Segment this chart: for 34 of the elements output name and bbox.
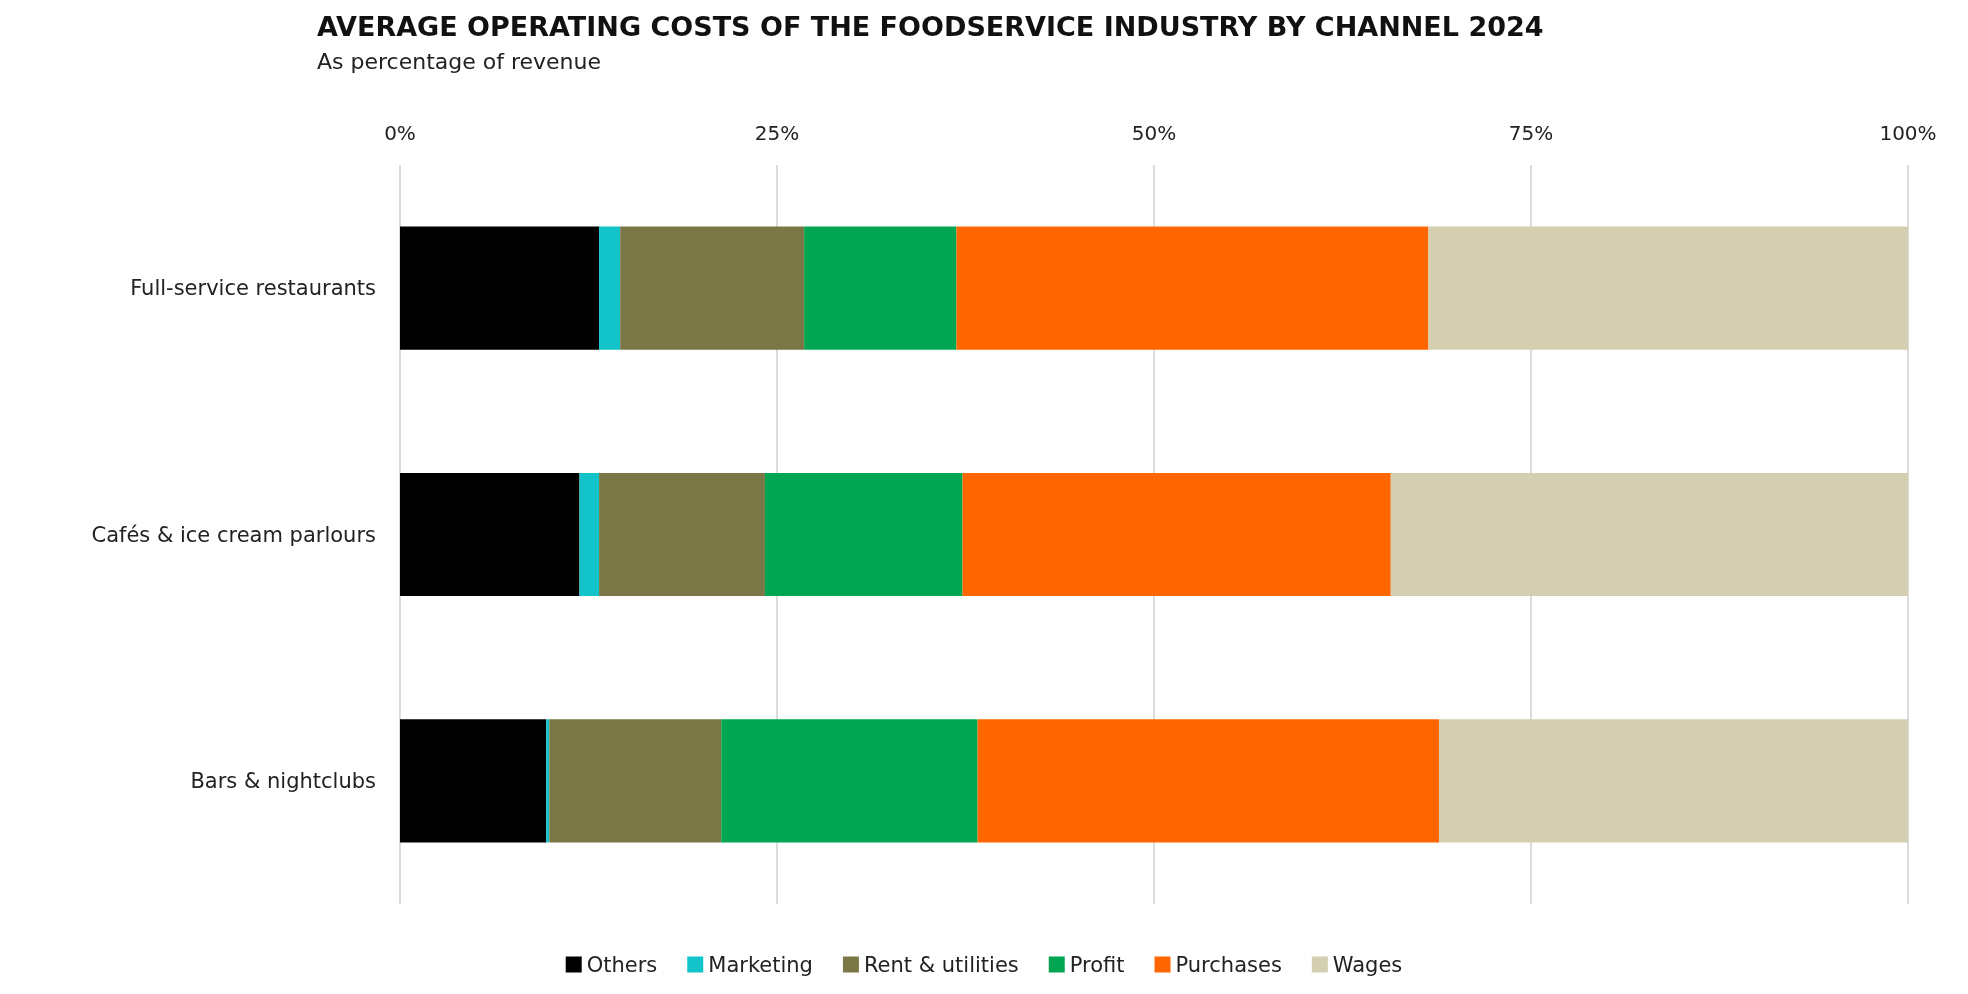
bar [1439, 719, 1908, 843]
y-tick-label: Full-service restaurants [130, 276, 376, 301]
chart-subtitle: As percentage of revenue [317, 48, 602, 74]
bar [400, 719, 547, 843]
x-tick-label: 75% [1508, 121, 1554, 145]
x-tick-label: 100% [1879, 121, 1937, 145]
legend-label: Profit [1069, 952, 1125, 977]
legend-label: Wages [1332, 952, 1403, 977]
bar [1428, 226, 1908, 350]
bar [599, 226, 621, 350]
bar [400, 226, 600, 350]
bar [400, 472, 580, 597]
bar [977, 719, 1440, 843]
y-tick-label: Cafés & ice cream parlours [91, 522, 376, 547]
legend-label: Purchases [1175, 952, 1282, 977]
bar [549, 719, 722, 843]
bar [620, 226, 805, 350]
bar [546, 719, 550, 843]
chart-title: AVERAGE OPERATING COSTS OF THE FOODSERVICE INDUSTRY BY CHANNEL 2024 [317, 11, 1544, 42]
x-tick-label: 25% [754, 121, 800, 145]
bar [962, 472, 1391, 597]
legend-label: Others [586, 952, 658, 977]
bar [579, 472, 600, 597]
bar [1390, 472, 1908, 597]
bar [956, 226, 1429, 350]
legend-label: Rent & utilities [863, 952, 1019, 977]
bar [764, 472, 963, 597]
x-tick-label: 0% [384, 121, 416, 145]
y-tick-label: Bars & nightclubs [190, 768, 376, 793]
bar [804, 226, 957, 350]
bar [599, 472, 765, 597]
bar [721, 719, 978, 843]
x-tick-label: 50% [1131, 121, 1177, 145]
legend-label: Marketing [708, 952, 813, 977]
